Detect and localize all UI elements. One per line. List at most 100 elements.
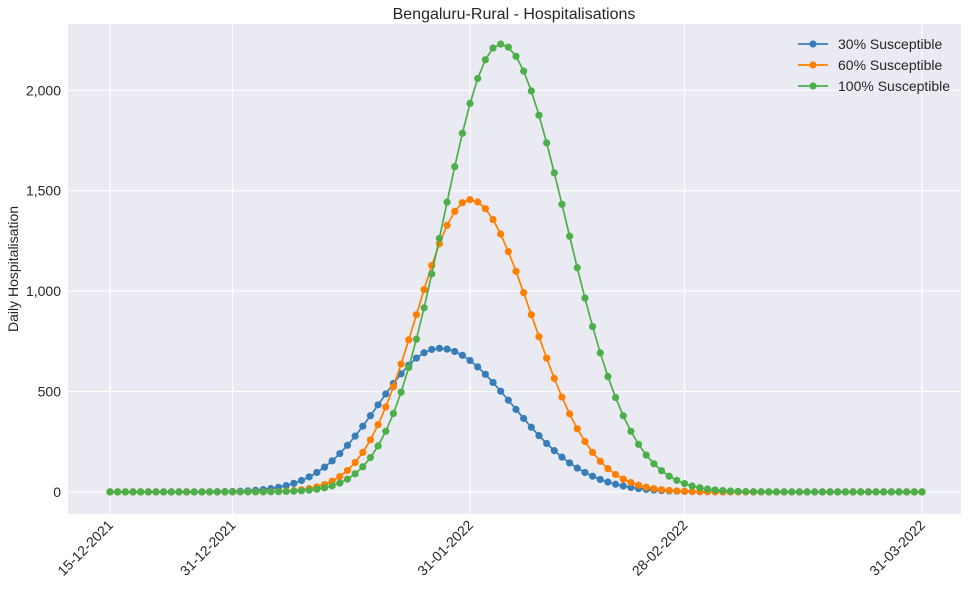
y-tick-labels: 0 500 1,000 1,500 2,000 — [26, 82, 61, 500]
data-point — [497, 387, 505, 395]
data-point — [121, 488, 129, 496]
data-point — [313, 468, 321, 477]
data-point — [412, 311, 421, 319]
data-point — [351, 470, 359, 478]
data-point — [757, 488, 765, 496]
data-point — [596, 457, 604, 465]
data-point — [726, 487, 735, 495]
data-point — [703, 485, 712, 493]
data-point — [336, 479, 344, 487]
y-tick-label: 1,000 — [26, 283, 61, 299]
data-point — [543, 354, 551, 362]
data-point — [106, 488, 114, 496]
data-point — [489, 215, 497, 224]
data-point — [596, 349, 604, 357]
data-point — [581, 437, 589, 446]
data-point — [374, 421, 382, 429]
data-point — [336, 473, 344, 481]
data-point — [581, 468, 589, 477]
data-point — [581, 294, 589, 302]
data-point — [213, 488, 221, 496]
data-point — [328, 457, 336, 465]
data-point — [366, 412, 375, 420]
data-point — [872, 488, 880, 496]
data-point — [849, 488, 857, 496]
legend-item: 30% Susceptible — [798, 36, 943, 52]
data-point — [864, 488, 872, 496]
data-point — [397, 370, 405, 378]
data-point — [458, 199, 466, 207]
legend-marker — [809, 82, 817, 90]
data-point — [458, 351, 466, 359]
data-point — [160, 488, 168, 496]
data-point — [351, 458, 359, 467]
data-point — [841, 488, 850, 496]
data-point — [550, 447, 558, 455]
data-point — [788, 488, 796, 496]
data-point — [244, 488, 252, 496]
data-point — [497, 230, 505, 238]
data-point — [627, 478, 635, 487]
data-point — [382, 427, 390, 435]
data-point — [443, 198, 451, 206]
data-point — [535, 432, 543, 440]
data-point — [137, 488, 145, 496]
data-point — [382, 390, 390, 398]
data-point — [359, 463, 367, 471]
data-point — [405, 363, 413, 371]
data-point — [420, 349, 428, 357]
data-point — [680, 479, 689, 488]
data-point — [282, 487, 290, 496]
data-point — [397, 388, 405, 396]
data-point — [566, 232, 574, 240]
data-point — [504, 396, 512, 404]
legend: 30% Susceptible 60% Susceptible 100% Susce… — [798, 36, 950, 94]
data-point — [320, 484, 329, 492]
data-point — [221, 488, 229, 496]
data-point — [910, 488, 918, 496]
data-point — [274, 488, 283, 496]
data-point — [451, 347, 459, 356]
data-point — [604, 478, 612, 486]
data-point — [665, 472, 673, 480]
data-point — [320, 463, 329, 471]
data-point — [642, 451, 650, 459]
data-point — [420, 285, 428, 294]
data-point — [481, 205, 489, 213]
data-point — [550, 374, 558, 382]
data-point — [680, 487, 689, 495]
data-point — [497, 40, 505, 48]
data-point — [589, 472, 597, 480]
data-point — [443, 345, 451, 353]
data-point — [535, 333, 543, 341]
data-point — [313, 485, 321, 493]
data-point — [527, 87, 535, 95]
data-point — [880, 488, 888, 496]
data-point — [589, 322, 597, 331]
data-point — [236, 488, 244, 496]
data-point — [604, 372, 612, 381]
data-point — [343, 441, 352, 449]
data-point — [374, 401, 382, 409]
legend-marker — [809, 61, 817, 69]
data-point — [550, 169, 558, 177]
data-point — [282, 482, 290, 490]
data-point — [366, 436, 375, 444]
data-point — [803, 488, 811, 496]
data-point — [657, 486, 666, 494]
data-point — [305, 486, 313, 494]
data-point — [543, 439, 551, 448]
data-point — [481, 56, 489, 64]
data-point — [634, 440, 643, 448]
data-point — [903, 488, 911, 496]
data-point — [520, 67, 528, 75]
data-point — [359, 422, 367, 430]
data-point — [627, 427, 635, 435]
data-point — [604, 465, 612, 473]
data-point — [834, 488, 842, 496]
data-point — [382, 403, 390, 411]
legend-label: 30% Susceptible — [838, 36, 943, 52]
data-point — [512, 267, 520, 275]
data-point — [198, 488, 206, 496]
